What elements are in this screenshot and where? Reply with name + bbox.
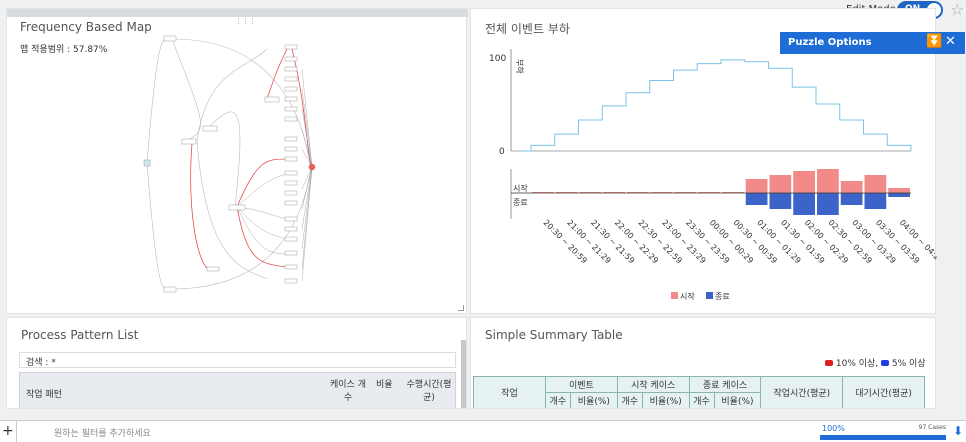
legend-5pct-text: 5% 이상 — [891, 359, 926, 369]
col-time[interactable]: 수행시간(평균) — [406, 380, 452, 403]
process-map[interactable] — [7, 9, 468, 315]
h-work[interactable]: 작업시간(평균) — [760, 376, 844, 408]
start-bar — [698, 192, 720, 193]
start-bar — [722, 192, 744, 193]
end-bar — [817, 193, 839, 215]
event-load-panel: 전체 이벤트 부하 100 0 부하 시작 종료 20:30 ~ 20:59 21… — [470, 8, 937, 314]
start-bar — [769, 175, 792, 193]
start-bar — [745, 179, 768, 193]
start-bar — [793, 171, 815, 193]
process-pattern-panel: Process Pattern List 검색 : * 작업 패턴 케이스 개수… — [6, 317, 467, 409]
resize-handle[interactable] — [458, 305, 464, 311]
summary-table: 작업 이벤트 시작 케이스 종료 케이스 작업시간(평균) 대기시간(평균) 개… — [473, 376, 925, 408]
panel-title: Simple Summary Table — [485, 328, 623, 342]
start-bar — [864, 175, 887, 193]
download-icon[interactable]: ⬇ — [953, 424, 964, 438]
start-bar — [674, 192, 697, 193]
start-bar — [627, 192, 649, 193]
start-bar — [650, 192, 673, 193]
y-tick-0: 0 — [499, 147, 505, 157]
h-task[interactable]: 작업 — [473, 376, 546, 408]
grid-header: 작업 패턴 케이스 개수 비율 수행시간(평균) — [19, 372, 456, 408]
end-bar — [888, 193, 910, 197]
end-bar — [745, 193, 768, 205]
start-bar — [888, 188, 910, 193]
end-bar — [769, 193, 792, 209]
filter-input[interactable]: 원하는 필터를 추가하세요 — [54, 429, 151, 439]
h-count: 개수 — [545, 392, 571, 408]
case-count: 97 Cases — [918, 424, 946, 431]
panel-drag-bar[interactable] — [7, 9, 468, 17]
h-event[interactable]: 이벤트 — [545, 376, 618, 393]
summary-table-panel: Simple Summary Table 10% 이상, 5% 이상 작업 이벤… — [470, 317, 936, 409]
h-count: 개수 — [616, 392, 643, 408]
start-bar — [840, 181, 863, 193]
start-bar — [579, 192, 602, 193]
legend-end: 종료 — [715, 292, 730, 301]
legend-10pct-text: 10% 이상, — [835, 359, 879, 369]
divider — [16, 421, 17, 442]
start-bar — [555, 192, 578, 193]
progress-track — [820, 435, 946, 440]
x-tick-label: 20:30 ~ 20:59 — [541, 218, 588, 265]
end-bar — [793, 193, 815, 215]
puzzle-title: Puzzle Options — [788, 37, 872, 48]
y-tick-100: 100 — [489, 54, 506, 64]
h-start[interactable]: 시작 케이스 — [616, 376, 690, 393]
panel-title: Frequency Based Map — [20, 20, 152, 34]
end-bar — [840, 193, 863, 205]
close-icon[interactable]: ✕ — [945, 34, 956, 49]
start-bar — [603, 192, 625, 193]
col-ratio[interactable]: 비율 — [376, 380, 393, 390]
case-progress: 100% 97 Cases — [818, 424, 948, 440]
drag-handle-icon[interactable]: ⋮⋮⋮ — [235, 17, 256, 25]
load-line — [521, 59, 912, 152]
panel-title: Process Pattern List — [21, 328, 139, 342]
h-count: 개수 — [688, 392, 715, 408]
legend-blue-swatch — [881, 360, 890, 366]
h-ratio: 비율(%) — [569, 392, 618, 408]
search-input[interactable]: 검색 : * — [19, 352, 456, 368]
start-label: 시작 — [513, 183, 528, 193]
end-label: 종료 — [513, 198, 528, 207]
panel-title: 전체 이벤트 부하 — [485, 22, 570, 36]
legend-red-swatch — [825, 360, 833, 366]
col-pattern[interactable]: 작업 패턴 — [26, 390, 62, 400]
start-bar — [817, 169, 839, 193]
progress-fill — [820, 435, 946, 440]
star-icon[interactable]: ☆ — [950, 0, 965, 19]
h-wait[interactable]: 대기시간(평균) — [842, 376, 925, 408]
start-bar — [532, 192, 554, 193]
add-filter-icon[interactable]: + — [2, 423, 14, 439]
filter-bar: + 원하는 필터를 추가하세요 100% 97 Cases ⬇ — [0, 420, 966, 442]
frequency-map-panel: ⋮⋮⋮ Frequency Based Map 맵 적용범위 : 57.87% — [6, 8, 468, 315]
vertical-scrollbar[interactable] — [461, 340, 466, 408]
legend-10pct: 10% 이상, 5% 이상 — [825, 356, 926, 369]
collapse-icon[interactable]: ⏬ — [926, 34, 943, 49]
h-ratio: 비율(%) — [641, 392, 690, 408]
end-bar — [864, 193, 887, 209]
h-end[interactable]: 종료 케이스 — [688, 376, 762, 393]
puzzle-options-header[interactable]: Puzzle Options ⏬ ✕ — [780, 32, 965, 54]
h-ratio: 비율(%) — [713, 392, 762, 408]
y-axis-label: 부하 — [515, 59, 525, 74]
coverage-text: 맵 적용범위 : 57.87% — [20, 45, 108, 55]
col-cases[interactable]: 케이스 개수 — [330, 380, 366, 403]
legend-start: 시작 — [680, 291, 695, 301]
progress-percent: 100% — [822, 424, 845, 433]
